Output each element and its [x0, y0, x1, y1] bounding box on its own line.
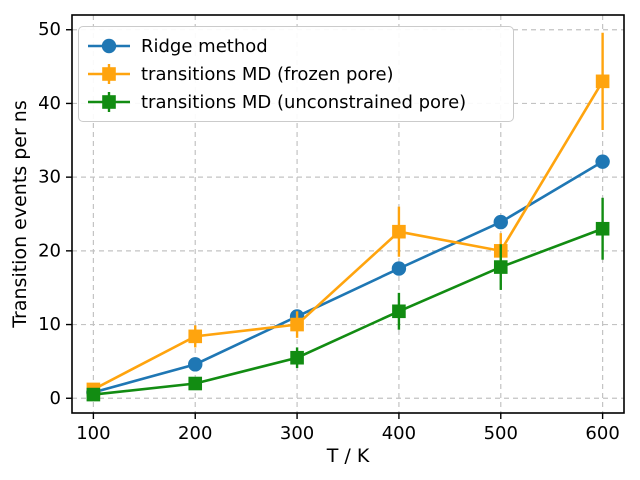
x-tick-label-500: 500 — [484, 423, 518, 444]
marker-transitions-md-frozen-pore-300 — [290, 317, 304, 332]
x-tick-label-600: 600 — [585, 423, 619, 444]
y-tick-label-10: 10 — [38, 314, 61, 335]
legend-handle-marker — [101, 38, 117, 54]
y-tick-label-30: 30 — [38, 167, 61, 188]
legend-handle-marker — [102, 67, 116, 81]
marker-transitions-md-unconstrained-pore-500 — [493, 260, 508, 274]
x-axis-label: T / K — [326, 445, 370, 467]
legend-label: Ridge method — [141, 35, 268, 57]
y-tick-label-20: 20 — [38, 240, 61, 261]
y-axis-label: Transition events per ns — [9, 100, 31, 328]
legend-label: transitions MD (frozen pore) — [141, 63, 394, 85]
marker-ridge-method-600 — [595, 154, 610, 169]
series-transitions-md-unconstrained-pore — [86, 197, 610, 402]
legend-label: transitions MD (unconstrained pore) — [141, 91, 467, 113]
y-tick-label-0: 0 — [50, 388, 61, 409]
legend-marker-ridge-method — [88, 38, 130, 54]
marker-transitions-md-unconstrained-pore-600 — [595, 221, 610, 236]
legend: Ridge method transitions MD (frozen pore… — [78, 26, 514, 122]
marker-transitions-md-frozen-pore-200 — [188, 329, 203, 344]
y-tick-label-40: 40 — [38, 93, 61, 114]
marker-ridge-method-500 — [493, 214, 508, 230]
legend-item-unconstrained-pore: transitions MD (unconstrained pore) — [87, 88, 503, 116]
x-tick-label-200: 200 — [178, 423, 212, 444]
legend-item-ridge-method: Ridge method — [87, 32, 503, 60]
marker-ridge-method-400 — [391, 261, 407, 276]
marker-transitions-md-frozen-pore-400 — [392, 224, 406, 239]
legend-handle-marker — [102, 95, 116, 109]
marker-transitions-md-unconstrained-pore-300 — [290, 350, 304, 365]
plot-border — [71, 14, 625, 414]
legend-item-frozen-pore: transitions MD (frozen pore) — [87, 60, 503, 88]
legend-marker-frozen-pore — [88, 64, 130, 84]
marker-transitions-md-frozen-pore-600 — [595, 74, 610, 89]
line-ridge-method — [93, 160, 604, 394]
marker-transitions-md-unconstrained-pore-100 — [86, 387, 101, 402]
y-tick-label-50: 50 — [38, 19, 61, 40]
x-tick-label-300: 300 — [280, 423, 314, 444]
marker-ridge-method-200 — [188, 357, 203, 372]
marker-transitions-md-unconstrained-pore-200 — [188, 376, 203, 391]
legend-marker-unconstrained-pore — [88, 92, 130, 112]
line-transitions-md-unconstrained-pore — [93, 227, 604, 396]
x-tick-label-100: 100 — [76, 423, 110, 444]
line-transitions-md-frozen-pore — [92, 80, 604, 391]
x-tick-label-400: 400 — [382, 423, 416, 444]
marker-transitions-md-unconstrained-pore-400 — [392, 304, 406, 319]
